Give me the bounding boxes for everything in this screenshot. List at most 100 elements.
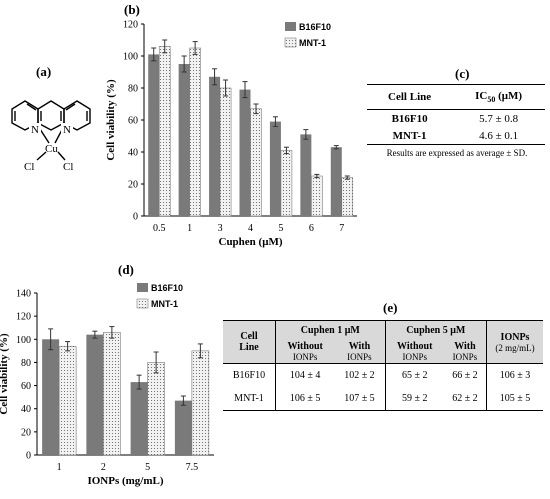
chart-b-y-tick-label: 80: [128, 84, 138, 95]
chart-b-bar-mnt1: [250, 108, 262, 217]
atom-n-left: N: [31, 124, 39, 136]
chart-d-x-tick-label: 5: [145, 462, 150, 473]
chart-d-bar-b16f10: [42, 339, 60, 455]
atom-cu: Cu: [45, 143, 58, 155]
chart-d-y-tick-label: 120: [16, 312, 31, 323]
chart-d-y-tick-label: 60: [21, 381, 31, 392]
chart-d: 0 20 40 60 80 100 120 140 1 2 5 7.5 IONPs (mg/mL) Cel…: [0, 283, 214, 487]
chart-d-legend-label-b16f10: B16F10: [151, 283, 183, 293]
chart-d-y-tick-label: 100: [16, 335, 31, 346]
central-ring: [37, 100, 65, 131]
chart-b-legend-swatch-mnt1: [284, 37, 297, 48]
panel-label-b: (b): [124, 2, 140, 17]
chart-b-bar-mnt1: [280, 150, 293, 217]
chart-b-y-tick-label: 100: [123, 52, 138, 63]
viability-cell: 62 ± 2: [443, 387, 487, 411]
chart-b-bar-mnt1: [158, 46, 171, 217]
panel-label-c: (c): [455, 66, 469, 81]
chart-b-bar-b16f10: [178, 64, 190, 216]
chart-d-y-axis-title: Cell viability (%): [0, 333, 10, 415]
chart-b-bar-b16f10: [300, 134, 312, 216]
chart-d-x-tick-label: 2: [101, 462, 106, 473]
ic50-table-note: Results are expressed as average ± SD.: [386, 148, 528, 158]
viability-header-cuphen-1: Cuphen 1 μM: [275, 320, 386, 339]
viability-cell: 104 ± 4: [275, 363, 335, 387]
ic50-header-ic50: IC50 (μM): [452, 84, 545, 110]
table-row: B16F10 104 ± 4 102 ± 2 65 ± 2 66 ± 2 106…: [223, 363, 543, 387]
chart-d-y-tick-label: 140: [16, 289, 31, 300]
chart-d-bar-mnt1: [191, 350, 210, 456]
chart-b-y-tick-label: 0: [133, 212, 138, 223]
chart-d-y-tick-label: 80: [21, 358, 31, 369]
atom-cl-right: Cl: [63, 161, 73, 173]
viability-header-cell-line: Cell Line: [223, 320, 276, 364]
viability-cell: 66 ± 2: [452, 370, 478, 381]
viability-header-ionps: IONPs (2 mg/mL): [486, 320, 543, 364]
viability-cell: B16F10: [232, 370, 266, 381]
panel-label-e: (e): [383, 300, 397, 315]
viability-cell: 65 ± 2: [384, 363, 444, 387]
chart-d-bar-b16f10: [174, 400, 192, 455]
atom-cl-left: Cl: [24, 161, 34, 173]
chart-b-y-axis-title: Cell viability (%): [105, 79, 117, 161]
viability-cell: 106 ± 3: [486, 363, 543, 387]
chart-b-legend-label-mnt1: MNT-1: [299, 38, 326, 48]
chart-b-bar-mnt1: [311, 175, 323, 217]
chart-d-legend-swatch-mnt1: [136, 298, 149, 309]
viability-subheader-without-5: Without IONPs: [384, 339, 444, 364]
ic50-row-mnt1-line: MNT-1: [367, 127, 453, 145]
chart-b-x-tick-label: 6: [309, 223, 314, 234]
chart-b-x-axis-title: Cuphen (μM): [219, 236, 283, 248]
right-pyridine-ring: [63, 100, 91, 131]
ic50-header-cell-line: Cell Line: [367, 84, 453, 110]
cu-cl-bond-left: [36, 151, 47, 161]
viability-cell: MNT-1: [223, 387, 276, 411]
table-row: MNT-1 106 ± 5 107 ± 5 59 ± 2 62 ± 2 105 …: [223, 387, 543, 411]
chart-d-bar-mnt1: [147, 362, 165, 456]
panel-label-a: (a): [36, 64, 51, 79]
chart-b-y-tick-label: 120: [123, 20, 138, 31]
chart-b-bar-b16f10: [148, 54, 160, 217]
chart-b-x-tick-label: 4: [248, 223, 253, 234]
chart-d-x-tick-label: 1: [57, 462, 62, 473]
chart-b-legend-swatch-b16f10: [285, 22, 296, 31]
chart-b-bar-b16f10: [239, 89, 251, 216]
viability-subheader-with-1: With IONPs: [334, 339, 386, 364]
chart-b-y-tick-label: 60: [128, 116, 138, 127]
chart-b-bar-b16f10: [209, 76, 221, 216]
chart-b-y-tick-label: 20: [128, 180, 138, 191]
viability-header-cuphen-5: Cuphen 5 μM: [384, 320, 487, 339]
chart-d-legend-label-mnt1: MNT-1: [151, 299, 178, 309]
chart-b-x-tick-label: 5: [278, 223, 283, 234]
chart-d-y-tick-label: 20: [21, 427, 31, 438]
chart-d-bar-b16f10: [86, 334, 104, 455]
chart-d-x-axis-title: IONPs (mg/mL): [87, 475, 163, 487]
viability-subheader-with-5: With IONPs: [443, 339, 487, 364]
chart-b-bar-mnt1: [341, 177, 354, 217]
chart-b-bar-mnt1: [189, 47, 201, 217]
chart-b-legend-label-b16f10: B16F10: [299, 22, 331, 32]
cu-cl-bond-right: [57, 151, 66, 161]
ic50-row-mnt1-value: 4.6 ± 0.1: [452, 127, 545, 145]
chart-b-bar-b16f10: [269, 121, 281, 216]
ic50-table: Cell Line IC50 (μM) B16F10 5.7 ± 0.8 MNT…: [367, 84, 545, 145]
panel-label-d: (d): [118, 262, 134, 277]
ic50-row-b16f10-line: B16F10: [391, 112, 428, 125]
chart-d-y-tick-label: 40: [21, 404, 31, 415]
chart-b-bar-mnt1: [219, 87, 232, 217]
viability-subheader-without-1: Without IONPs: [275, 339, 335, 364]
chart-d-bar-mnt1: [103, 332, 121, 456]
chart-b-bar-b16f10: [330, 147, 342, 216]
chart-d-x-tick-label: 7.5: [186, 462, 199, 473]
chart-b-x-tick-label: 7: [339, 223, 344, 234]
viability-table: Cell Line Cuphen 1 μM Cuphen 5 μM IONPs (2…: [223, 320, 543, 411]
chart-b-x-tick-label: 1: [187, 223, 192, 234]
viability-cell: 102 ± 2: [344, 370, 375, 381]
chart-d-y-tick-label: 0: [26, 451, 31, 462]
chart-b-y-tick-label: 40: [128, 148, 138, 159]
viability-cell: 105 ± 5: [486, 387, 543, 411]
chart-d-bar-b16f10: [130, 382, 148, 455]
atom-n-right: N: [63, 124, 71, 136]
chart-d-bar-mnt1: [58, 345, 77, 456]
